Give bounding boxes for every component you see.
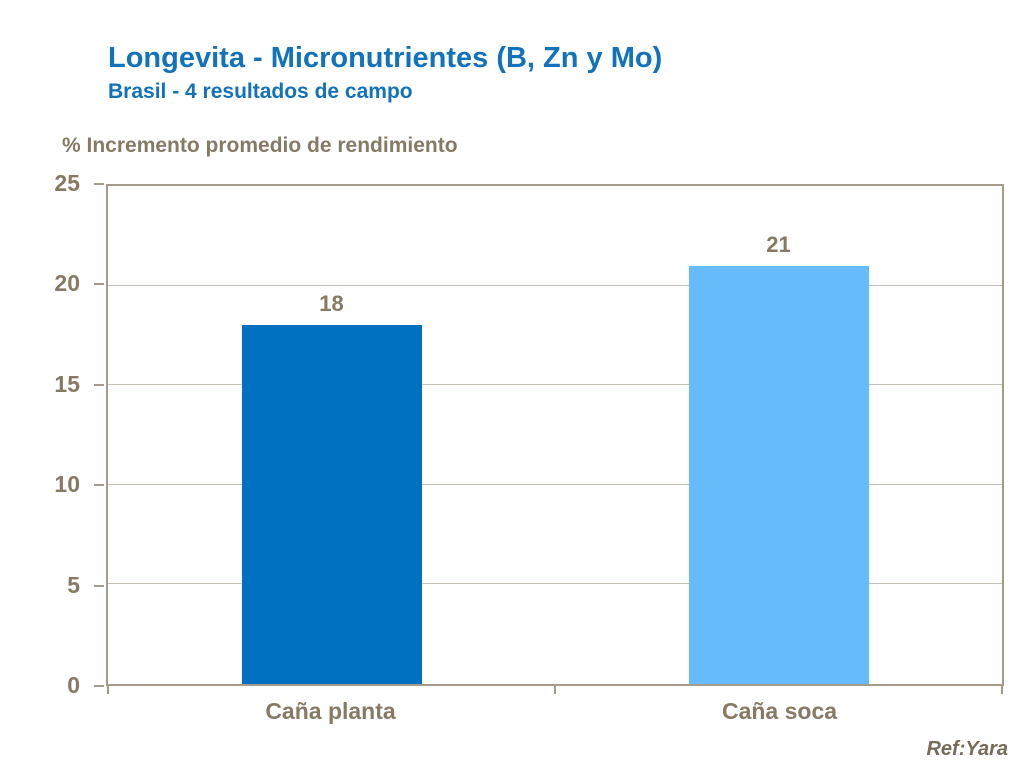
plot-area: 18 21 xyxy=(106,184,1004,694)
y-tick-mark-20 xyxy=(94,283,104,286)
x-category-label-caña-soca: Caña soca xyxy=(721,698,838,724)
y-axis-title: % Incremento promedio de rendimiento xyxy=(62,134,458,157)
y-tick-label-5: 5 xyxy=(67,571,80,598)
x-tick-mark-1 xyxy=(554,685,556,694)
y-tick-label-20: 20 xyxy=(54,270,80,297)
y-tick-label-25: 25 xyxy=(54,169,80,196)
y-axis: 0 5 10 15 20 25 xyxy=(0,170,106,698)
y-tick-mark-0 xyxy=(94,685,104,687)
chart-subtitle: Brasil - 4 resultados de campo xyxy=(108,80,413,103)
gridline-15 xyxy=(108,384,1002,386)
data-label-caña-planta: 18 xyxy=(319,291,344,317)
gridline-20 xyxy=(108,284,1002,286)
chart-title: Longevita - Micronutrientes (B, Zn y Mo) xyxy=(108,42,663,74)
y-tick-label-10: 10 xyxy=(54,471,80,498)
y-tick-mark-25 xyxy=(94,183,104,185)
data-label-caña-soca: 21 xyxy=(766,231,791,257)
x-tick-mark-2 xyxy=(1001,685,1003,694)
gridline-5 xyxy=(108,583,1002,585)
x-axis-labels: Caña planta Caña soca xyxy=(106,698,1004,730)
y-tick-mark-10 xyxy=(94,484,104,487)
bar-caña-planta xyxy=(241,325,422,684)
bar-caña-soca xyxy=(688,265,869,684)
x-category-label-caña-planta: Caña planta xyxy=(265,698,396,724)
y-tick-mark-15 xyxy=(94,383,104,386)
x-tick-mark-0 xyxy=(107,685,109,694)
gridline-10 xyxy=(108,483,1002,485)
reference-text: Ref:Yara xyxy=(926,738,1008,760)
y-tick-mark-5 xyxy=(94,584,104,587)
y-tick-label-15: 15 xyxy=(54,370,80,397)
y-tick-label-0: 0 xyxy=(67,671,80,698)
